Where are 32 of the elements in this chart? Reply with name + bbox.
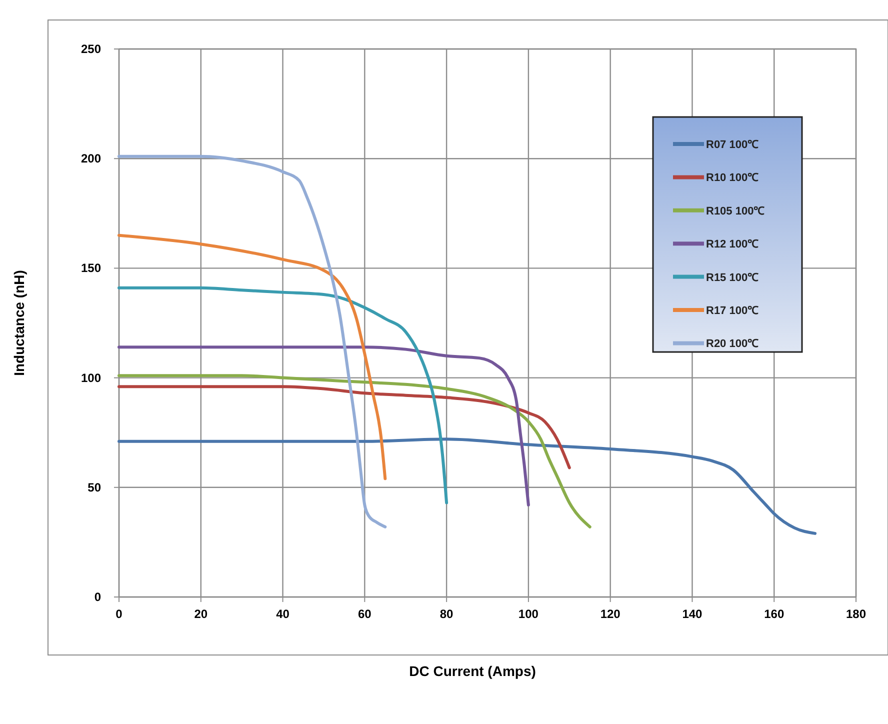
x-tick-label: 80: [440, 607, 454, 621]
legend-label: R12 100℃: [706, 238, 759, 251]
y-tick-label: 200: [80, 152, 102, 166]
legend-label: R15 100℃: [706, 272, 759, 284]
x-tick-label: 0: [116, 607, 123, 621]
y-tick-label: 50: [88, 480, 102, 494]
x-tick-label: 120: [600, 607, 621, 621]
y-tick-label: 250: [80, 42, 102, 56]
x-tick-label: 140: [682, 607, 703, 621]
line-series: [118, 234, 387, 480]
x-axis-title: DC Current (Amps): [409, 663, 536, 679]
line-series: [118, 385, 571, 470]
legend-label: R20 100℃: [706, 338, 759, 350]
x-tick-label: 20: [194, 607, 208, 621]
line-series: [118, 286, 448, 504]
x-tick-label: 40: [276, 607, 290, 621]
y-tick-label: 0: [94, 590, 102, 604]
line-series: [118, 438, 817, 535]
x-tick-label: 100: [518, 607, 539, 621]
x-tick-label: 60: [358, 607, 372, 621]
legend-label: R07 100℃: [706, 139, 759, 151]
legend-label: R105 100℃: [706, 205, 765, 218]
x-tick-label: 180: [846, 607, 866, 621]
y-tick-label: 100: [80, 370, 102, 385]
legend-label: R10 100℃: [706, 172, 759, 184]
y-axis-title: Inductance (nH): [11, 270, 27, 376]
x-tick-label: 160: [764, 607, 784, 621]
line-series: [118, 346, 530, 506]
y-tick-label: 150: [80, 261, 102, 276]
line-series: [118, 154, 387, 528]
legend-label: R17 100℃: [706, 305, 759, 317]
line-series: [118, 374, 592, 528]
